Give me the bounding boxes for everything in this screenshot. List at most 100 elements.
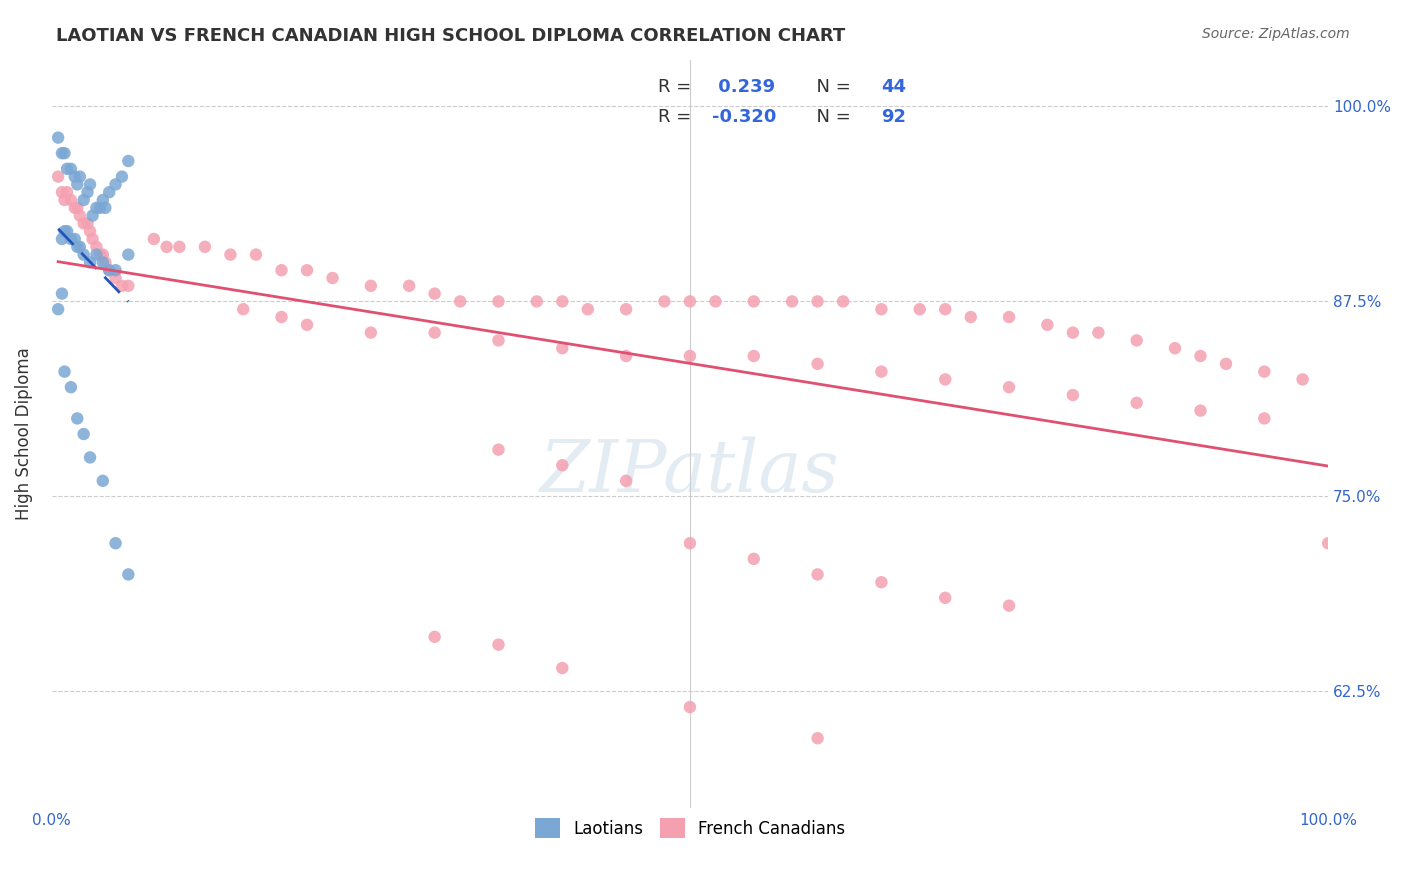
Point: [998, 310, 1021, 324]
Point: [360, 278, 382, 293]
Text: 44: 44: [882, 78, 907, 96]
Point: [69, 209, 91, 223]
Point: [1062, 326, 1084, 340]
Point: [322, 271, 344, 285]
Point: [219, 247, 242, 261]
Point: [51, 232, 73, 246]
Point: [73, 216, 96, 230]
Point: [1062, 388, 1084, 402]
Point: [73, 427, 96, 442]
Point: [104, 271, 127, 285]
Point: [488, 294, 510, 309]
Point: [742, 349, 765, 363]
Point: [66, 240, 89, 254]
Point: [79, 255, 101, 269]
Point: [53, 224, 76, 238]
Point: [551, 661, 574, 675]
Point: [959, 310, 981, 324]
Text: N =: N =: [804, 78, 856, 96]
Point: [51, 185, 73, 199]
Point: [1189, 403, 1212, 417]
Text: 0.239: 0.239: [711, 78, 775, 96]
Point: [117, 567, 139, 582]
Text: -0.320: -0.320: [711, 108, 776, 127]
Point: [806, 294, 828, 309]
Point: [488, 638, 510, 652]
Point: [360, 326, 382, 340]
Point: [111, 278, 134, 293]
Point: [934, 591, 956, 605]
Point: [51, 286, 73, 301]
Point: [91, 255, 114, 269]
Point: [89, 201, 111, 215]
Point: [423, 326, 446, 340]
Point: [63, 201, 86, 215]
Point: [194, 240, 217, 254]
Point: [245, 247, 267, 261]
Point: [614, 349, 637, 363]
Point: [73, 247, 96, 261]
Point: [117, 247, 139, 261]
Point: [870, 365, 893, 379]
Point: [142, 232, 165, 246]
Point: [111, 169, 134, 184]
Point: [270, 263, 292, 277]
Point: [449, 294, 471, 309]
Point: [56, 161, 79, 176]
Text: Source: ZipAtlas.com: Source: ZipAtlas.com: [1202, 27, 1350, 41]
Point: [79, 450, 101, 465]
Text: 92: 92: [882, 108, 907, 127]
Point: [551, 294, 574, 309]
Point: [53, 146, 76, 161]
Point: [76, 216, 98, 230]
Point: [156, 240, 179, 254]
Point: [679, 536, 702, 550]
Text: ZIPatlas: ZIPatlas: [540, 436, 839, 507]
Point: [117, 153, 139, 168]
Point: [53, 193, 76, 207]
Point: [98, 185, 121, 199]
Point: [1087, 326, 1109, 340]
Point: [742, 551, 765, 566]
Point: [73, 193, 96, 207]
Point: [59, 232, 82, 246]
Point: [806, 567, 828, 582]
Point: [526, 294, 548, 309]
Point: [98, 263, 121, 277]
Point: [295, 263, 318, 277]
Point: [79, 178, 101, 192]
Point: [66, 178, 89, 192]
Point: [79, 224, 101, 238]
Point: [89, 247, 111, 261]
Point: [1317, 536, 1340, 550]
Text: LAOTIAN VS FRENCH CANADIAN HIGH SCHOOL DIPLOMA CORRELATION CHART: LAOTIAN VS FRENCH CANADIAN HIGH SCHOOL D…: [56, 27, 845, 45]
Y-axis label: High School Diploma: High School Diploma: [15, 348, 32, 520]
Point: [117, 278, 139, 293]
Point: [1253, 411, 1275, 425]
Point: [423, 630, 446, 644]
Point: [86, 201, 108, 215]
Point: [46, 302, 69, 317]
Point: [488, 442, 510, 457]
Point: [76, 185, 98, 199]
Point: [998, 599, 1021, 613]
Point: [870, 302, 893, 317]
Point: [232, 302, 254, 317]
Point: [1291, 372, 1313, 386]
Point: [86, 247, 108, 261]
Point: [51, 146, 73, 161]
Point: [551, 458, 574, 473]
Point: [908, 302, 931, 317]
Point: [551, 341, 574, 355]
Point: [169, 240, 191, 254]
Point: [1164, 341, 1187, 355]
Point: [398, 278, 420, 293]
Point: [59, 380, 82, 394]
Point: [679, 700, 702, 714]
Point: [104, 536, 127, 550]
Point: [614, 302, 637, 317]
Point: [654, 294, 676, 309]
Point: [94, 201, 117, 215]
Point: [998, 380, 1021, 394]
Point: [1125, 334, 1147, 348]
